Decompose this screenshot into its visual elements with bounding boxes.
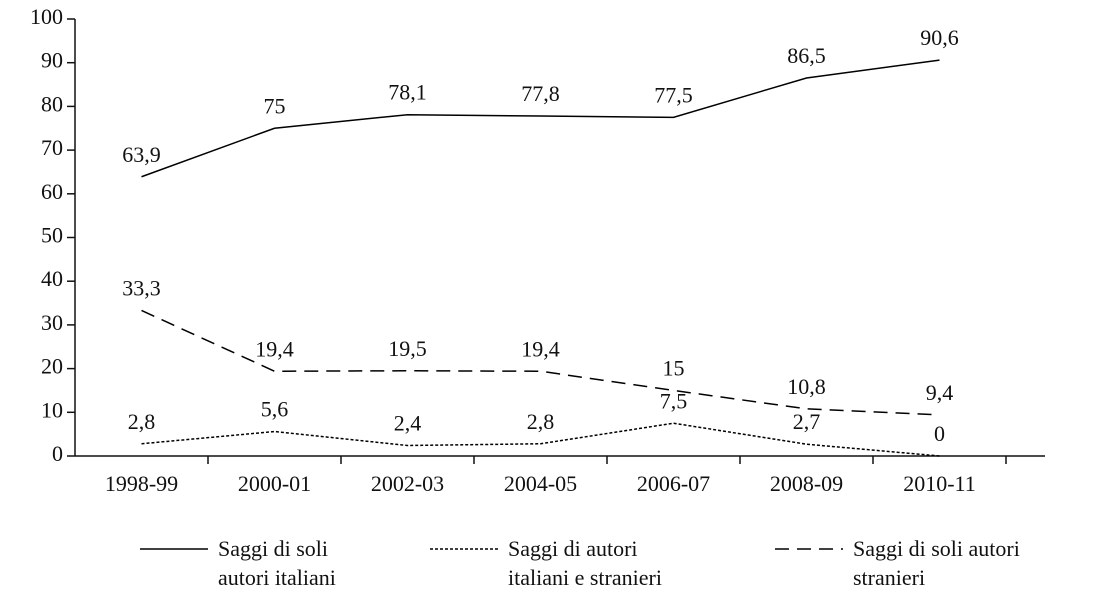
data-label: 77,8 [521,81,560,106]
data-label: 78,1 [388,80,427,105]
series-line [141,422,940,457]
data-label: 9,4 [926,380,954,405]
data-label: 19,5 [388,336,427,361]
x-tick-label: 2002-03 [371,471,444,496]
data-label: 19,4 [255,336,294,361]
x-tick-label: 2010-11 [903,471,976,496]
data-label: 10,8 [787,374,826,399]
x-tick-label: 2004-05 [504,471,577,496]
data-label: 33,3 [122,276,161,301]
x-tick-label: 2006-07 [637,471,710,496]
y-tick-label: 80 [41,91,63,116]
legend-label: Saggi di soli autori italiani [218,536,336,590]
y-tick-label: 70 [41,135,63,160]
y-tick-label: 40 [41,266,63,291]
y-tick-label: 10 [41,397,63,422]
y-tick-label: 90 [41,48,63,73]
data-label: 15 [663,355,685,380]
series-line [141,59,940,178]
data-label: 2,8 [527,409,555,434]
data-label: 2,8 [128,409,156,434]
data-label: 77,5 [654,82,693,107]
legend-label: Saggi di soli autori stranieri [853,536,1020,590]
data-label: 19,4 [521,336,560,361]
data-label: 86,5 [787,43,826,68]
y-tick-label: 100 [30,4,63,29]
y-tick-label: 50 [41,223,63,248]
data-label: 75 [264,93,286,118]
data-label: 63,9 [122,142,161,167]
x-tick-label: 2000-01 [238,471,311,496]
legend-label: Saggi di autori italiani e stranieri [508,536,662,590]
data-label: 0 [934,421,945,446]
y-tick-label: 0 [52,441,63,466]
data-label: 5,6 [261,397,289,422]
y-tick-label: 20 [41,354,63,379]
data-label: 2,7 [793,409,821,434]
y-tick-label: 30 [41,310,63,335]
data-label: 90,6 [920,25,959,50]
x-tick-label: 2008-09 [770,471,843,496]
y-tick-label: 60 [41,179,63,204]
x-tick-label: 1998-99 [105,471,178,496]
data-label: 2,4 [394,411,422,436]
